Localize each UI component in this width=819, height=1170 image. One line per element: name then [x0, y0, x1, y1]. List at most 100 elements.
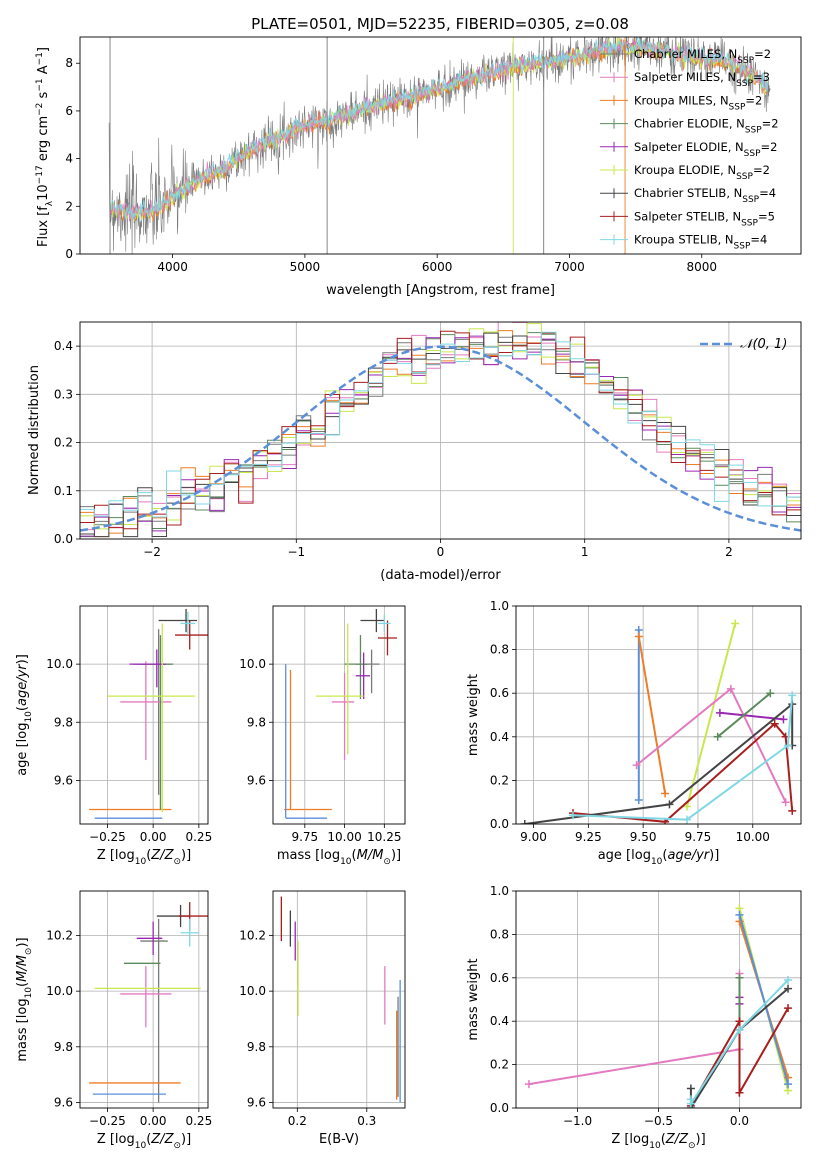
y-tick-label: 0	[65, 247, 73, 261]
errorbar-marker	[355, 649, 380, 694]
y-tick-label: 10.0	[46, 657, 73, 671]
weight-point-marker	[735, 1017, 744, 1026]
x-tick-label: 4000	[157, 260, 188, 274]
x-tick-label: −1	[287, 545, 305, 559]
y-tick-label: 9.6	[247, 1095, 266, 1109]
weight-point-marker	[784, 1080, 793, 1089]
legend-entry: Kroupa STELIB, NSSP=4	[634, 233, 767, 252]
y-tick-label: 9.8	[247, 1040, 266, 1054]
weight-point-marker	[632, 761, 641, 770]
y-axis-label: mass [log10(M/M⊙)]	[15, 937, 34, 1061]
y-tick-label: 0.4	[54, 339, 73, 353]
errorbar-marker	[355, 652, 371, 700]
weight-series-line	[528, 973, 741, 1086]
weight-point-marker	[735, 973, 744, 982]
weight-point-marker	[770, 719, 779, 728]
y-tick-label: 10.0	[239, 657, 266, 671]
weight-point-marker	[686, 1084, 695, 1093]
errorbar-plot-area	[89, 902, 208, 1103]
weight-point-marker	[713, 732, 722, 741]
x-tick-label: −1.0	[563, 1114, 592, 1128]
y-tick-label: 10.0	[239, 984, 266, 998]
errorbar-marker	[344, 635, 369, 700]
weight-point-marker	[569, 811, 577, 820]
weight-point-marker	[726, 684, 735, 693]
model-spectrum-line	[110, 39, 769, 222]
weight-point-marker	[683, 802, 691, 811]
errorbar-marker	[178, 902, 208, 930]
normal-distribution-curve	[80, 345, 801, 532]
y-tick-label: 1.0	[490, 599, 509, 613]
y-axis-label: age [log10(age/yr)]	[15, 654, 34, 776]
errorbar-marker	[377, 614, 391, 633]
x-tick-label: 1	[581, 545, 589, 559]
x-tick-label: 0.2	[288, 1114, 307, 1128]
weight-series-line	[738, 914, 789, 1085]
x-tick-label: 9.50	[630, 830, 657, 844]
legend-entry: 𝒩(0, 1)	[740, 337, 787, 352]
legend-entry: Salpeter STELIB, NSSP=5	[634, 209, 775, 228]
residuals-panel: −2 −1 0 1 2 0.0 0.1 0.2 0.3 0.4 𝒩(0, 1) (data-model…	[27, 321, 802, 583]
y-tick-label: 0.2	[54, 436, 73, 450]
x-tick-label: 9.75	[685, 830, 712, 844]
weight-series-line	[690, 1007, 789, 1107]
y-tick-label: 0.8	[490, 927, 509, 941]
x-axis-label: Z [log10(Z/Z⊙)]	[611, 1132, 705, 1151]
spectrum-panel: 4000 5000 6000 7000 8000 0 2 4 6 8 wavelength [Ang…	[35, 36, 802, 298]
y-tick-label: 10.2	[239, 929, 266, 943]
errorbar-marker	[331, 672, 355, 761]
x-tick-label: 10.25	[367, 830, 401, 844]
residual-histogram-step	[80, 331, 801, 518]
x-tick-label: 10.00	[327, 830, 361, 844]
weight-point-marker	[783, 741, 792, 750]
figure-title: PLATE=0501, MJD=52235, FIBERID=0305, z=0…	[251, 15, 629, 33]
x-tick-label: 0.3	[357, 1114, 376, 1128]
y-tick-label: 9.8	[54, 1040, 73, 1054]
errorbar-marker	[136, 921, 163, 955]
y-tick-label: 0.1	[54, 484, 73, 498]
weight-series-line	[717, 692, 771, 738]
y-tick-label: 0.0	[490, 1101, 509, 1115]
errorbar-marker	[180, 611, 196, 636]
weight-series-line	[719, 711, 784, 721]
y-tick-label: 0.3	[54, 387, 73, 401]
weight-point-marker	[661, 789, 670, 798]
x-tick-label: −0.25	[89, 830, 126, 844]
weight-vs-metallicity-panel: −1.0 −0.5 0.0 0.0 0.2 0.4 0.6 0.8 1.0 Z [log10(Z/…	[466, 884, 802, 1151]
mass-vs-metallicity-panel: −0.25 0.00 0.25 9.6 9.8 10.0 10.2 Z [log10(Z/Z⊙…	[15, 890, 212, 1151]
y-tick-label: 0.2	[490, 1058, 509, 1072]
errorbar-marker	[377, 620, 398, 656]
axes-frame	[79, 321, 802, 540]
errorbar-plot-area	[280, 896, 401, 1103]
y-tick-label: 6	[65, 104, 73, 118]
axes-frame	[515, 890, 802, 1109]
legend-entry: Salpeter MILES, NSSP=3	[634, 70, 770, 89]
weight-point-marker	[779, 715, 788, 724]
weight-point-marker	[715, 708, 724, 717]
x-tick-label: 2	[725, 545, 733, 559]
weight-point-marker	[683, 815, 691, 824]
y-tick-label: 9.6	[247, 773, 266, 787]
x-tick-label: 9.00	[520, 830, 547, 844]
x-axis-label: mass [log10(M/M⊙)]	[277, 848, 401, 867]
weight-point-marker	[520, 820, 529, 824]
y-axis-label: Normed distribution	[27, 365, 42, 495]
y-tick-label: 0.2	[490, 773, 509, 787]
weight-point-marker	[784, 1004, 793, 1013]
legend-entry: Chabrier MILES, NSSP=2	[634, 47, 771, 66]
weight-point-marker	[766, 689, 775, 698]
x-tick-label: −0.25	[89, 1114, 126, 1128]
y-tick-label: 10.2	[46, 929, 73, 943]
x-axis-label: age [log10(age/yr)]	[598, 848, 720, 867]
weight-plot-area	[524, 904, 793, 1108]
x-tick-label: 9.25	[575, 830, 602, 844]
weight-point-marker	[665, 800, 674, 809]
weight-point-marker	[634, 632, 643, 641]
x-tick-label: 0.00	[140, 830, 167, 844]
weight-series-line	[524, 701, 794, 824]
age-vs-mass-panel: 9.75 10.00 10.25 9.6 9.8 10.0 mass [log10(M/M⊙…	[239, 605, 406, 867]
errorbar-marker	[284, 669, 332, 811]
weight-point-marker	[788, 806, 797, 815]
y-tick-label: 0.0	[54, 532, 73, 546]
y-tick-label: 0.4	[490, 730, 509, 744]
